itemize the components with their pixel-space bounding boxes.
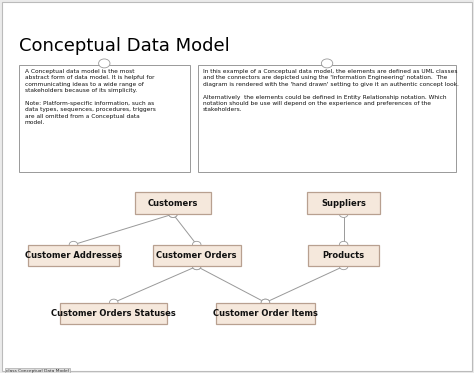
- FancyBboxPatch shape: [153, 245, 241, 266]
- Circle shape: [169, 211, 177, 217]
- Circle shape: [261, 299, 270, 306]
- Circle shape: [261, 299, 270, 306]
- Circle shape: [69, 241, 78, 248]
- Text: Customer Addresses: Customer Addresses: [25, 251, 122, 260]
- FancyBboxPatch shape: [198, 65, 456, 172]
- FancyBboxPatch shape: [61, 303, 167, 324]
- Circle shape: [339, 263, 348, 270]
- FancyBboxPatch shape: [135, 192, 211, 214]
- Text: class Conceptual Data Model: class Conceptual Data Model: [6, 369, 69, 373]
- Text: Products: Products: [323, 251, 365, 260]
- FancyBboxPatch shape: [308, 245, 379, 266]
- Text: Customer Orders Statuses: Customer Orders Statuses: [51, 309, 176, 318]
- FancyBboxPatch shape: [28, 245, 118, 266]
- Text: Suppliers: Suppliers: [321, 199, 366, 208]
- Text: Customers: Customers: [148, 199, 198, 208]
- Circle shape: [321, 59, 333, 68]
- Circle shape: [169, 211, 177, 217]
- Text: Conceptual Data Model: Conceptual Data Model: [19, 37, 230, 55]
- FancyBboxPatch shape: [19, 65, 190, 172]
- Text: In this example of a Conceptual data model, the elements are defined as UML clas: In this example of a Conceptual data mod…: [203, 69, 459, 112]
- Circle shape: [192, 263, 201, 270]
- Text: Customer Order Items: Customer Order Items: [213, 309, 318, 318]
- Circle shape: [99, 59, 110, 68]
- FancyBboxPatch shape: [216, 303, 315, 324]
- Circle shape: [192, 241, 201, 248]
- Text: A Conceptual data model is the most
abstract form of data model. It is helpful f: A Conceptual data model is the most abst…: [25, 69, 155, 125]
- Circle shape: [339, 211, 348, 217]
- Text: Customer Orders: Customer Orders: [156, 251, 237, 260]
- Circle shape: [192, 263, 201, 270]
- Circle shape: [109, 299, 118, 306]
- FancyBboxPatch shape: [307, 192, 380, 214]
- Circle shape: [339, 241, 348, 248]
